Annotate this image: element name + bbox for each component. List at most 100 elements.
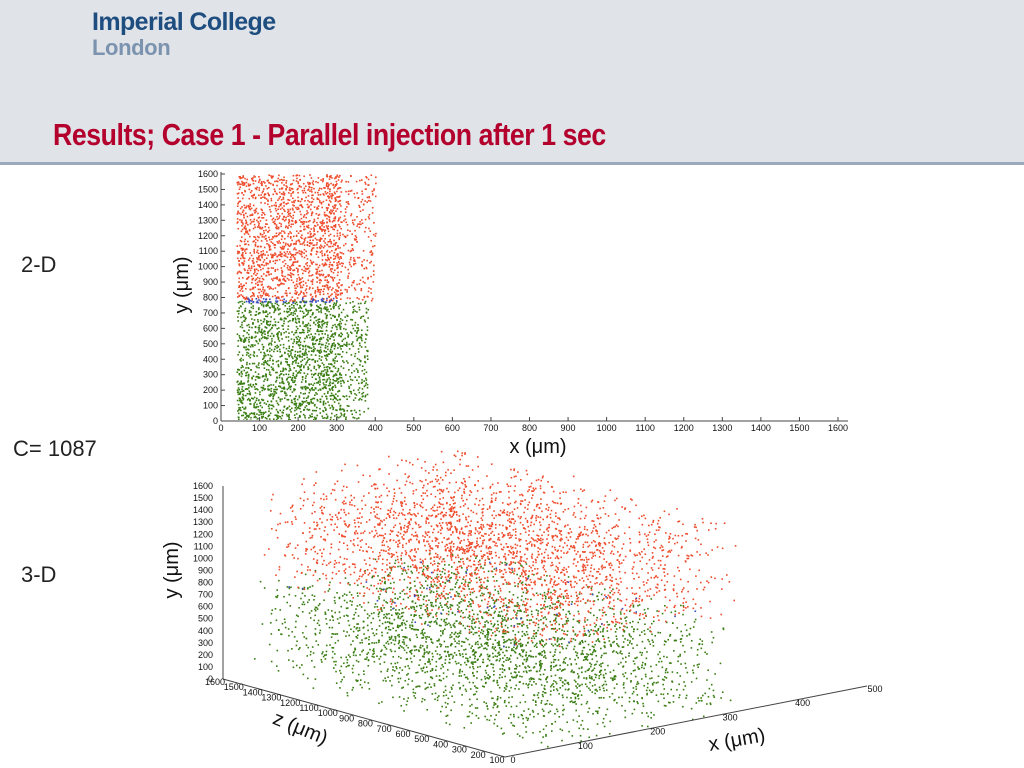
- chart-2d-point: [323, 285, 326, 287]
- chart-2d-point: [327, 230, 330, 233]
- chart-3d-point: [663, 655, 665, 658]
- chart-2d-point: [316, 382, 318, 384]
- chart-3d-point: [570, 697, 572, 699]
- chart-2d-point: [350, 265, 353, 268]
- chart-2d-point: [320, 179, 322, 181]
- chart-2d-point: [260, 194, 262, 196]
- chart-2d-point: [260, 253, 262, 256]
- chart-2d-point: [334, 185, 336, 188]
- chart-3d-point: [497, 613, 500, 616]
- chart-3d-point: [568, 730, 570, 733]
- chart-2d-point: [336, 328, 338, 331]
- chart-2d-point: [325, 413, 328, 416]
- chart-2d-point: [274, 323, 276, 326]
- chart-2d-point: [260, 275, 263, 277]
- chart-2d-point: [247, 348, 249, 350]
- chart-2d-point: [249, 383, 252, 386]
- chart-2d-point: [293, 211, 296, 213]
- chart-2d-point: [343, 244, 345, 247]
- chart-2d-point: [259, 402, 261, 405]
- chart-2d-point: [365, 267, 368, 270]
- chart-3d-point: [476, 640, 479, 643]
- chart-2d-point: [325, 192, 328, 195]
- chart-2d-point: [374, 195, 377, 198]
- chart-3d-point: [442, 665, 445, 668]
- chart-2d-point: [364, 300, 367, 303]
- chart-3d-point: [514, 633, 517, 636]
- chart-3d-point: [503, 690, 506, 692]
- chart-2d-point: [260, 319, 262, 322]
- chart-2d-point: [263, 318, 266, 320]
- chart-2d-point: [323, 253, 326, 255]
- chart-2d-point: [248, 208, 251, 210]
- chart-2d-point: [365, 338, 367, 340]
- chart-3d-point: [345, 614, 348, 617]
- chart-2d-point: [254, 383, 257, 385]
- chart-2d-point: [287, 198, 289, 201]
- chart-2d-point: [279, 350, 282, 353]
- chart-2d-point: [311, 263, 313, 265]
- chart-3d-point: [497, 684, 499, 687]
- chart-2d-point: [286, 415, 289, 417]
- chart-2d-point: [324, 276, 326, 279]
- chart-2d-point: [306, 373, 309, 375]
- chart-2d-point: [258, 179, 261, 182]
- chart-3d-point: [577, 697, 580, 700]
- chart-2d-point: [279, 382, 281, 384]
- chart-2d-point: [321, 180, 324, 183]
- chart-2d-point: [290, 276, 292, 279]
- chart-2d-point: [278, 376, 281, 379]
- chart-2d-point: [314, 361, 316, 363]
- chart-3d-point: [566, 696, 568, 699]
- chart-3d-point: [481, 617, 484, 620]
- chart-2d-point: [302, 299, 304, 302]
- chart-2d-point: [253, 416, 256, 419]
- chart-2d-point: [338, 238, 341, 241]
- chart-3d-point: [374, 603, 377, 605]
- chart-2d-point: [274, 277, 277, 280]
- chart-3d-point: [584, 670, 587, 673]
- chart-2d-point: [288, 345, 291, 348]
- chart-3d-point: [573, 648, 575, 651]
- chart-2d-point: [291, 207, 294, 210]
- chart-3d-point: [453, 652, 456, 654]
- chart-2d-point: [312, 235, 315, 237]
- chart-3d-point: [584, 632, 586, 635]
- chart-2d-point: [248, 393, 251, 395]
- chart-2d-point: [253, 271, 256, 273]
- chart-2d-point: [356, 283, 358, 286]
- chart-2d-point: [250, 221, 253, 223]
- chart-2d-point: [258, 414, 260, 416]
- chart-2d-point: [279, 179, 281, 181]
- chart-2d-point: [297, 274, 300, 276]
- chart-2d-point: [266, 242, 268, 245]
- chart-2d-point: [237, 296, 239, 298]
- chart-2d-point: [329, 395, 332, 397]
- chart-2d-point: [347, 202, 349, 205]
- chart-2d-point: [364, 395, 367, 398]
- chart-2d-point: [275, 235, 277, 238]
- chart-3d-point: [582, 653, 584, 656]
- chart-2d-point: [276, 303, 279, 306]
- chart-2d-point: [353, 287, 356, 289]
- chart-2d-point: [325, 372, 328, 375]
- chart-2d-point: [367, 278, 369, 280]
- chart-2d-point: [328, 274, 331, 276]
- chart-2d-point: [309, 265, 311, 267]
- chart-3d-point: [544, 616, 546, 618]
- chart-2d-point: [283, 192, 286, 195]
- chart-3d-point: [461, 640, 463, 643]
- chart-3d-point: [679, 655, 681, 657]
- chart-3d-point: [476, 698, 478, 701]
- chart-2d-point: [338, 307, 340, 310]
- chart-2d-point: [244, 406, 247, 409]
- chart-3d-point: [343, 593, 346, 595]
- chart-3d-point: [460, 567, 463, 569]
- chart-3d-point: [576, 652, 579, 654]
- chart-3d-point: [385, 642, 388, 644]
- chart-2d-point: [335, 304, 337, 306]
- chart-2d-point: [310, 280, 313, 283]
- chart-2d-point: [303, 354, 305, 357]
- chart-2d-point: [278, 188, 281, 190]
- chart-2d-point: [359, 220, 361, 223]
